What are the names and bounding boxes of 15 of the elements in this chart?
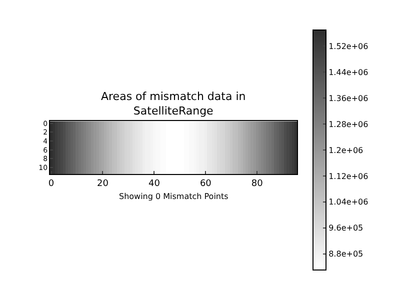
color-bar-label: 9.6e+05	[328, 224, 364, 233]
color-bar-label: 1.12e+06	[328, 172, 368, 181]
text: Showing 0 Mismatch Points	[119, 192, 228, 201]
x-tick-label: 80	[251, 178, 264, 189]
color-bar-label: 1.44e+06	[328, 68, 368, 77]
x-tick-label: 40	[148, 178, 160, 189]
color-bar-label: 1.36e+06	[328, 94, 368, 103]
color-bar-label: 1.2e+06	[328, 146, 364, 155]
color-bar-label: 1.52e+06	[328, 42, 368, 52]
x-tick-label: 20	[97, 178, 109, 189]
x-tick-label: 60	[200, 178, 212, 189]
chart-title: Areas of mismatch data in SatelliteRange	[101, 90, 246, 118]
color-bar-label: 1.04e+06	[328, 198, 368, 207]
color-bar-label: 1.28e+06	[328, 120, 368, 129]
color-bar-label: 8.8e+05	[328, 250, 364, 259]
